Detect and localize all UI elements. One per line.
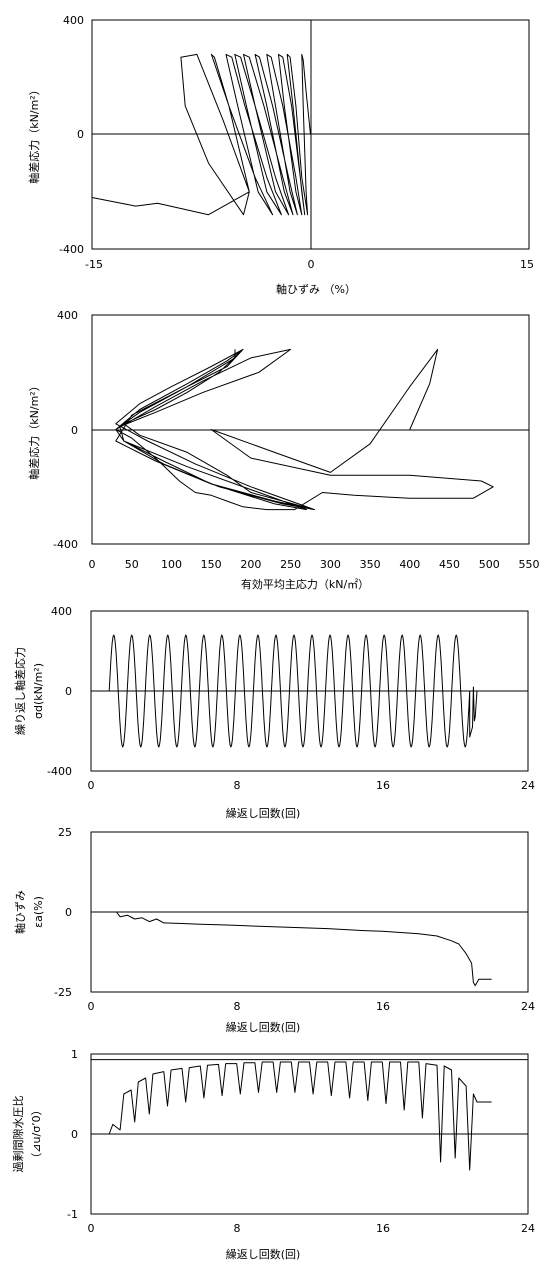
x-tick-label: 0 (88, 1222, 95, 1235)
data-layer (91, 911, 492, 987)
series-line (115, 348, 494, 511)
x-tick-label: 50 (125, 558, 139, 571)
x-tick-label: 0 (88, 779, 95, 792)
x-tick-label: -15 (85, 258, 103, 271)
x-axis-title: 繰返し回数(回) (226, 806, 301, 820)
x-tick-label: 550 (519, 558, 540, 571)
data-layer (115, 348, 494, 511)
y-tick-label: 0 (71, 424, 78, 437)
y-tick-label: -400 (59, 243, 84, 256)
y-axis-title-line1: 過剰間隙水圧比 (11, 1096, 25, 1173)
y-tick-label: -25 (54, 986, 72, 999)
x-tick-label: 150 (201, 558, 222, 571)
x-tick-label: 16 (376, 1222, 390, 1235)
x-tick-label: 200 (240, 558, 261, 571)
x-tick-label: 8 (234, 1000, 241, 1013)
y-tick-label: 0 (71, 1128, 78, 1141)
x-tick-label: 350 (360, 558, 381, 571)
chart-panel-2: 400 0 -400 0 50 100 150 200 250 300 350 400 450 50… (27, 309, 540, 591)
chart-panel-5: 1 0 -1 0 8 16 24 繰返し回数(回) 過剰間隙水圧比 （⊿u/σ’… (11, 1048, 535, 1261)
x-tick-label: 8 (234, 779, 241, 792)
data-layer (91, 53, 311, 216)
x-tick-label: 500 (479, 558, 500, 571)
y-tick-label: 1 (71, 1048, 78, 1061)
y-tick-label: 400 (51, 605, 72, 618)
x-tick-label: 8 (234, 1222, 241, 1235)
y-tick-label: 400 (63, 14, 84, 27)
x-tick-label: 300 (320, 558, 341, 571)
chart-panel-4: 25 0 -25 0 8 16 24 繰返し回数(回) 軸ひずみ εa(%) (13, 826, 535, 1034)
y-tick-label: 400 (57, 309, 78, 322)
x-tick-label: 0 (88, 1000, 95, 1013)
x-axis-title: 有効平均主応力（kN/㎡） (241, 577, 369, 591)
y-axis-title-line2: （⊿u/σ’0） (30, 1104, 43, 1163)
y-axis-title: 軸差応力（kN/m²） (27, 380, 41, 479)
series-line (91, 911, 492, 987)
x-tick-label: 15 (520, 258, 534, 271)
series-line (91, 53, 311, 216)
y-tick-label: 0 (65, 906, 72, 919)
x-tick-labels: 0 50 100 150 200 250 300 350 400 450 500 550 (89, 558, 540, 571)
series-line (91, 634, 492, 748)
y-tick-label: -400 (53, 538, 78, 551)
x-axis-title: 繰返し回数(回) (226, 1020, 301, 1034)
x-tick-label: 100 (161, 558, 182, 571)
y-axis-title-line2: σd(kN/m²) (32, 663, 45, 719)
x-tick-label: 400 (399, 558, 420, 571)
series-line (91, 1061, 492, 1171)
x-axis-title: 軸ひずみ （%） (276, 282, 356, 296)
y-tick-label: -400 (47, 765, 72, 778)
x-axis-title: 繰返し回数(回) (226, 1247, 301, 1261)
y-tick-label: 0 (77, 128, 84, 141)
x-tick-label: 16 (376, 1000, 390, 1013)
x-tick-label: 0 (89, 558, 96, 571)
data-layer (91, 1059, 528, 1171)
chart-panel-1: 400 0 -400 -15 0 15 軸ひずみ （%） 軸差応力（kN/m²） (27, 14, 534, 296)
data-layer (91, 634, 492, 748)
y-axis-title-line1: 繰り返し軸差応力 (13, 647, 27, 735)
y-tick-label: -1 (67, 1208, 78, 1221)
y-axis-title-line2: εa(%) (32, 896, 45, 928)
x-tick-label: 24 (521, 1000, 535, 1013)
y-axis-title: 軸差応力（kN/m²） (27, 84, 41, 183)
y-tick-label: 0 (65, 685, 72, 698)
x-tick-label: 16 (376, 779, 390, 792)
y-tick-label: 25 (58, 826, 72, 839)
x-tick-label: 24 (521, 779, 535, 792)
x-tick-label: 450 (439, 558, 460, 571)
x-tick-label: 0 (308, 258, 315, 271)
x-tick-label: 250 (280, 558, 301, 571)
x-tick-label: 24 (521, 1222, 535, 1235)
chart-panel-3: 400 0 -400 0 8 16 24 繰返し回数(回) 繰り返し軸差応力 σ… (13, 605, 535, 820)
y-axis-title-line1: 軸ひずみ (13, 890, 27, 934)
